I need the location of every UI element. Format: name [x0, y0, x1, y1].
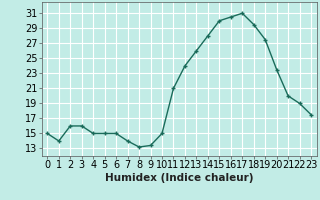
X-axis label: Humidex (Indice chaleur): Humidex (Indice chaleur) — [105, 173, 253, 183]
